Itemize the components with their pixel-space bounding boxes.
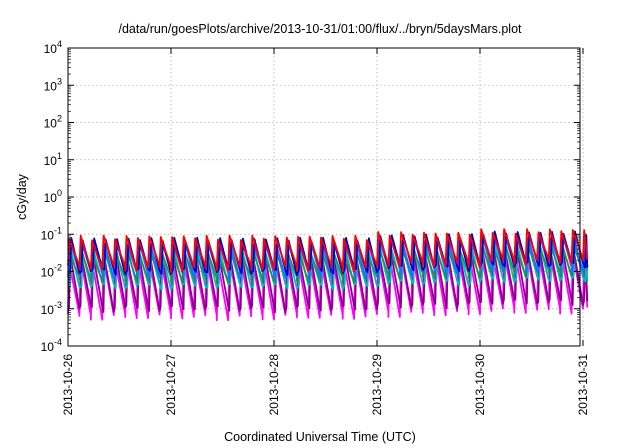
- y-tick-label: 104: [44, 39, 62, 56]
- series-line-6: [67, 228, 589, 273]
- x-axis: 2013-10-26 2013-10-27 2013-10-28 2013-10-29…: [61, 48, 590, 415]
- series-group: [67, 228, 589, 322]
- y-axis: 10-4 10-3 10-2 10-1 100 101 102 103 104: [41, 39, 580, 354]
- x-tick-label: 2013-10-31: [576, 354, 590, 416]
- y-tick-label: 10-2: [41, 263, 62, 280]
- y-axis-label: cGy/day: [15, 173, 29, 220]
- x-tick-label: 2013-10-27: [164, 354, 178, 416]
- y-tick-label: 103: [44, 76, 62, 93]
- y-tick-label: 10-1: [41, 225, 62, 242]
- y-tick-label: 102: [44, 114, 62, 131]
- x-tick-label: 2013-10-26: [61, 354, 75, 416]
- chart-title: /data/run/goesPlots/archive/2013-10-31/0…: [118, 22, 522, 36]
- x-axis-label: Coordinated Universal Time (UTC): [224, 430, 416, 444]
- y-tick-label: 10-4: [41, 337, 62, 354]
- x-tick-label: 2013-10-28: [267, 354, 281, 416]
- x-tick-label: 2013-10-30: [473, 354, 487, 416]
- y-tick-label: 101: [44, 151, 62, 168]
- y-tick-label: 10-3: [41, 300, 62, 317]
- y-tick-label: 100: [44, 188, 62, 205]
- x-tick-label: 2013-10-29: [370, 354, 384, 416]
